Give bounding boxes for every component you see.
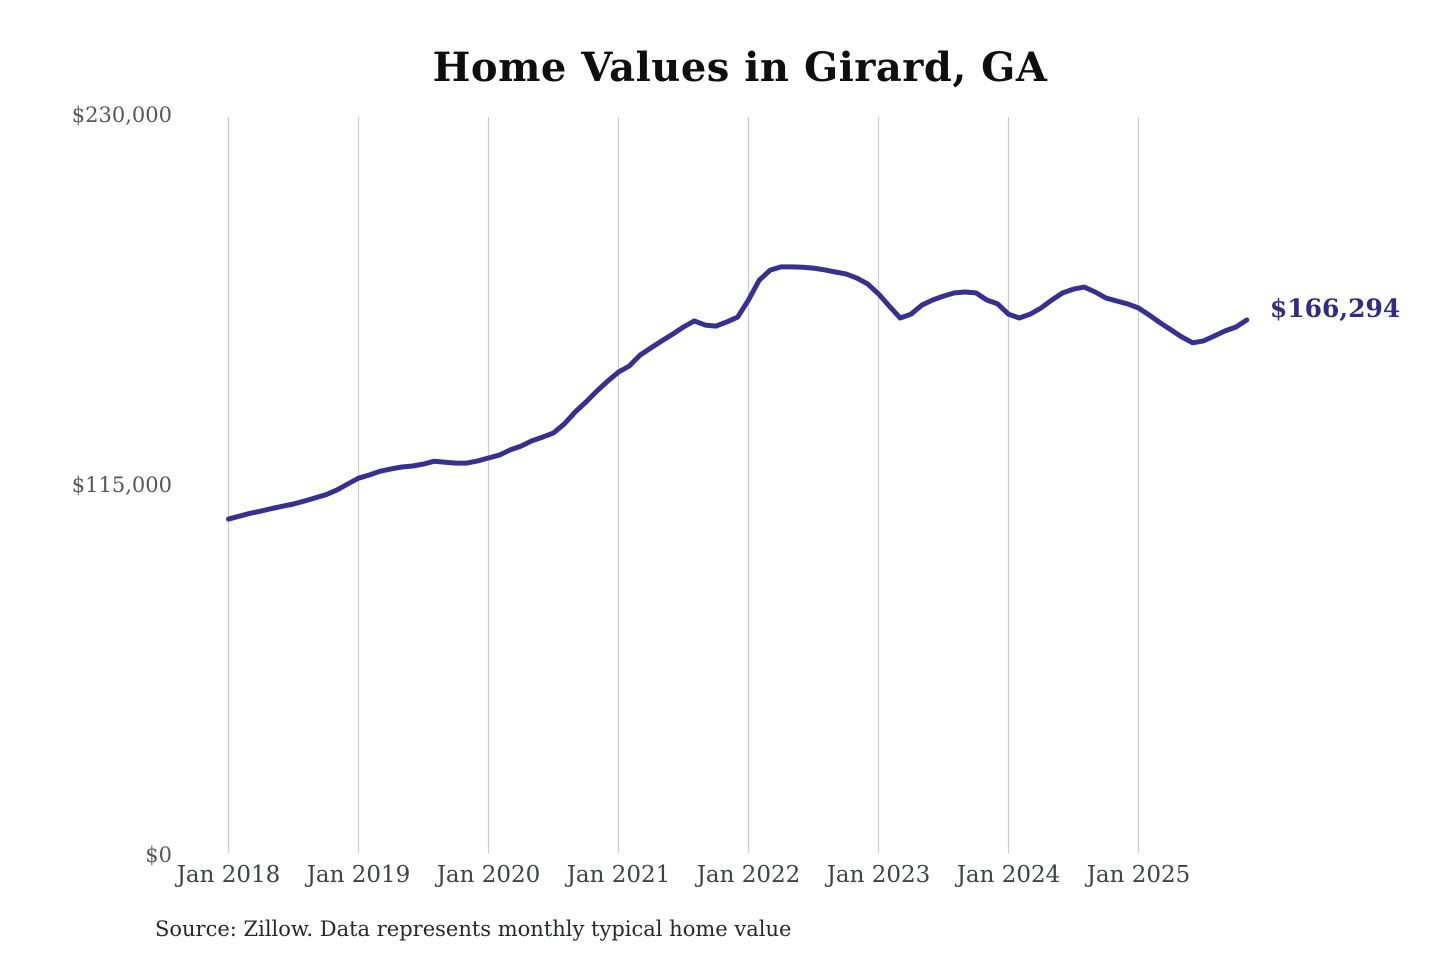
x-tick-label: Jan 2021 bbox=[566, 862, 671, 888]
x-tick-label: Jan 2024 bbox=[956, 862, 1061, 888]
x-tick-label: Jan 2023 bbox=[826, 862, 931, 888]
x-tick-label: Jan 2019 bbox=[306, 862, 411, 888]
chart-title: Home Values in Girard, GA bbox=[432, 44, 1048, 91]
x-tick-label: Jan 2022 bbox=[696, 862, 801, 888]
y-tick-label: $115,000 bbox=[71, 473, 172, 497]
source-note: Source: Zillow. Data represents monthly … bbox=[155, 917, 792, 941]
home-value-line bbox=[226, 264, 1250, 522]
x-tick-label: Jan 2025 bbox=[1086, 862, 1191, 888]
year-gridlines bbox=[227, 117, 1140, 853]
y-tick-label: $0 bbox=[145, 843, 172, 867]
x-tick-label: Jan 2020 bbox=[436, 862, 541, 888]
latest-value-label: $166,294 bbox=[1269, 293, 1401, 323]
x-tick-label: Jan 2018 bbox=[176, 862, 281, 888]
y-tick-label: $230,000 bbox=[71, 103, 172, 127]
